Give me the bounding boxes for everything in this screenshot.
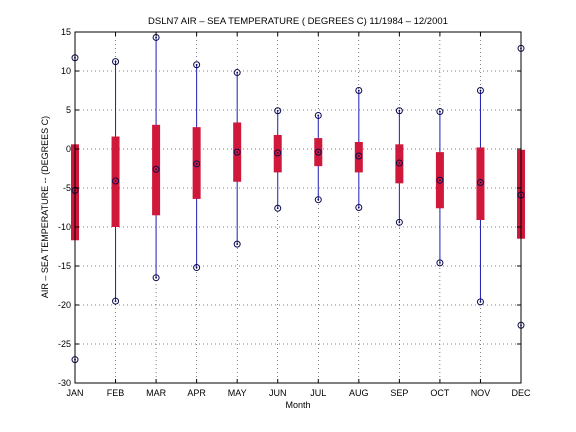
min-marker-dot xyxy=(398,221,401,224)
max-marker-dot xyxy=(357,89,360,92)
min-marker-dot xyxy=(439,261,441,264)
max-marker-dot xyxy=(236,71,239,74)
max-marker-dot xyxy=(155,36,157,39)
min-marker xyxy=(274,204,282,212)
min-marker xyxy=(436,259,444,267)
axes-frame xyxy=(74,31,522,384)
median-marker xyxy=(193,160,201,168)
max-marker-dot xyxy=(276,109,279,112)
median-marker xyxy=(152,165,160,173)
x-tick-label: JAN xyxy=(66,388,83,398)
max-marker xyxy=(112,58,120,66)
min-marker-dot xyxy=(357,206,360,209)
y-tick-label: -10 xyxy=(58,222,71,232)
min-marker-dot xyxy=(479,300,482,303)
x-tick-label: OCT xyxy=(430,388,450,398)
max-marker xyxy=(233,69,241,77)
y-tick-label: -5 xyxy=(63,183,71,193)
median-marker-dot xyxy=(317,151,320,154)
x-tick-label: JUN xyxy=(269,388,287,398)
max-marker xyxy=(395,107,403,115)
median-marker-dot xyxy=(276,152,279,154)
y-tick-label: 0 xyxy=(66,144,71,154)
x-tick-label: APR xyxy=(187,388,206,398)
min-marker-dot xyxy=(317,198,320,201)
x-tick-label: DEC xyxy=(511,388,531,398)
median-marker xyxy=(314,148,322,156)
max-marker xyxy=(436,108,444,116)
max-marker-dot xyxy=(317,114,320,117)
chart-title: DSLN7 AIR – SEA TEMPERATURE ( DEGREES C)… xyxy=(148,16,448,27)
x-tick-label: SEP xyxy=(390,388,408,398)
median-marker xyxy=(476,179,484,187)
min-marker xyxy=(355,204,363,211)
min-marker xyxy=(233,240,241,248)
max-marker xyxy=(476,87,484,94)
min-marker-dot xyxy=(236,243,239,246)
min-marker xyxy=(193,264,201,272)
iqr-box xyxy=(354,141,363,173)
max-marker-dot xyxy=(114,60,117,63)
median-marker-dot xyxy=(195,162,198,165)
y-axis-label: AIR – SEA TEMPERATURE -- (DEGREES C) xyxy=(40,116,50,298)
median-marker-dot xyxy=(398,162,401,164)
max-marker xyxy=(274,107,282,115)
min-marker xyxy=(476,298,484,306)
x-axis-label: Month xyxy=(285,400,310,410)
y-tick-label: -25 xyxy=(58,339,71,349)
y-tick-label: 5 xyxy=(66,105,71,115)
median-marker-dot xyxy=(479,181,482,184)
grid-lines xyxy=(75,32,521,383)
min-marker xyxy=(395,218,403,226)
median-marker xyxy=(355,152,363,160)
y-tick-label: -20 xyxy=(58,300,71,310)
min-marker xyxy=(314,196,322,204)
min-marker-dot xyxy=(276,207,279,210)
min-marker-dot xyxy=(195,266,198,269)
y-tick-label: 15 xyxy=(61,27,71,37)
median-marker-dot xyxy=(236,151,239,154)
median-marker-dot xyxy=(439,179,441,182)
median-marker xyxy=(274,149,282,157)
median-marker-dot xyxy=(114,180,117,182)
max-marker xyxy=(314,111,322,119)
max-marker xyxy=(193,61,201,69)
max-marker-dot xyxy=(439,110,441,113)
median-marker-dot xyxy=(357,155,360,157)
min-marker xyxy=(112,297,120,305)
y-tick-label: 10 xyxy=(61,66,71,76)
x-tick-label: MAY xyxy=(228,388,247,398)
iqr-box xyxy=(476,147,485,220)
median-marker xyxy=(112,177,120,185)
x-tick-label: MAR xyxy=(146,388,167,398)
x-tick-label: NOV xyxy=(471,388,491,398)
max-marker-dot xyxy=(398,109,401,112)
x-tick-label: FEB xyxy=(107,388,125,398)
max-marker-dot xyxy=(195,63,198,66)
median-marker xyxy=(395,159,403,167)
median-marker-dot xyxy=(155,168,157,171)
y-tick-label: -30 xyxy=(58,378,71,388)
max-marker xyxy=(355,87,363,94)
min-marker xyxy=(152,274,160,282)
x-tick-label: JUL xyxy=(310,388,326,398)
max-marker-dot xyxy=(479,89,482,92)
min-marker-dot xyxy=(114,300,117,302)
median-marker xyxy=(233,148,241,156)
x-tick-label: AUG xyxy=(349,388,369,398)
median-marker xyxy=(436,176,444,184)
min-marker-dot xyxy=(155,276,157,279)
y-tick-label: -15 xyxy=(58,261,71,271)
